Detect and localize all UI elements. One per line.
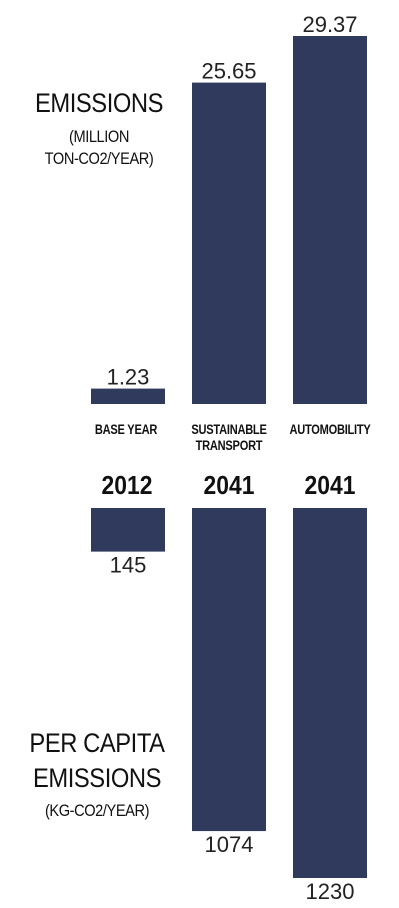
per-capita-value-label-automobility: 1230 — [306, 879, 355, 904]
category-label-base-year: BASE YEAR — [94, 422, 158, 437]
category-label-automobility: AUTOMOBILITY — [289, 422, 371, 437]
emissions-value-label-sustainable-transport: 25.65 — [201, 59, 256, 84]
per-capita-value-label-base-year: 145 — [110, 553, 147, 578]
emissions-value-label-base-year: 1.23 — [107, 365, 150, 390]
year-label-automobility: 2041 — [304, 470, 356, 500]
year-label-sustainable: 2041 — [203, 470, 255, 500]
year-label-base: 2012 — [101, 470, 153, 500]
per-capita-subtitle: (KG-CO2/YEAR) — [44, 801, 150, 820]
per-capita-title-line1: PER CAPITA — [29, 728, 165, 758]
per-capita-bar-sustainable-transport — [192, 508, 266, 832]
emissions-title: EMISSIONS — [34, 88, 164, 118]
per-capita-bar-automobility — [293, 508, 367, 878]
emissions-subtitle-line1: (MILLION — [69, 127, 129, 146]
emissions-bar-base-year — [91, 388, 165, 404]
per-capita-value-label-sustainable-transport: 1074 — [205, 832, 254, 857]
emissions-bar-automobility — [293, 36, 367, 404]
per-capita-bar-base-year — [91, 508, 165, 552]
per-capita-title-line2: EMISSIONS — [32, 763, 162, 793]
emissions-bar-sustainable-transport — [192, 82, 266, 404]
category-label-sustainable-transport: SUSTAINABLE TRANSPORT — [191, 422, 267, 453]
emissions-value-label-automobility: 29.37 — [302, 12, 357, 37]
emissions-subtitle-line2: TON-CO2/YEAR) — [44, 149, 154, 168]
